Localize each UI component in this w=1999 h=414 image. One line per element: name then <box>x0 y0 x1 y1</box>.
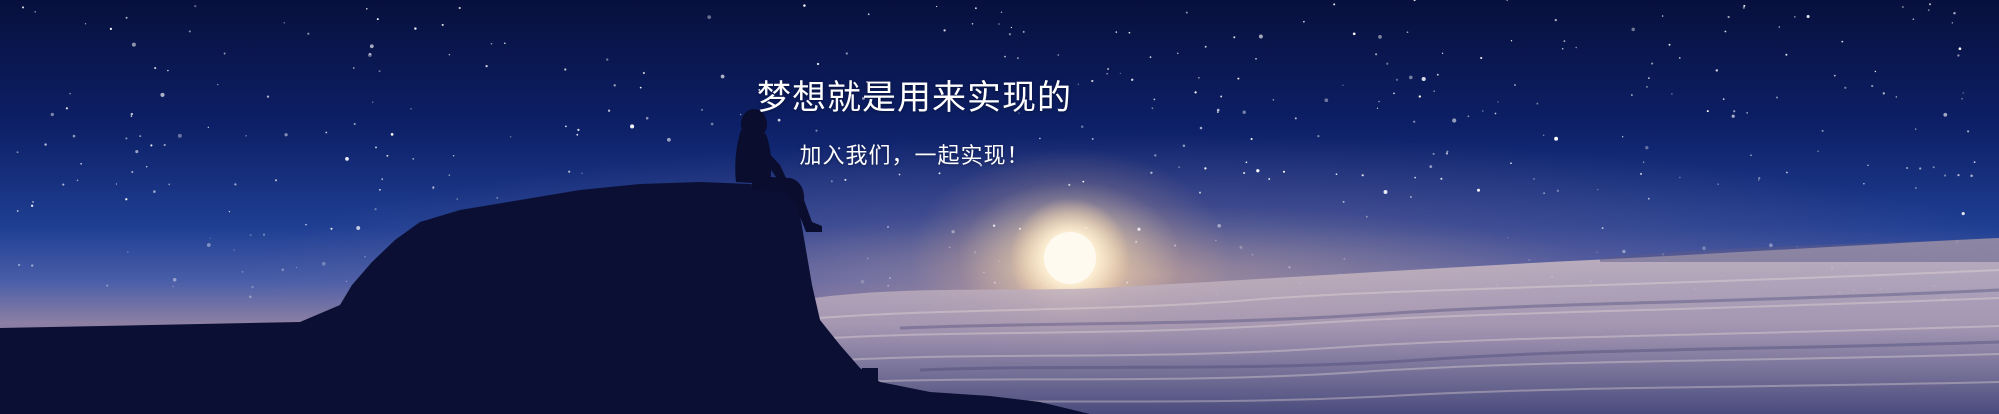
banner-subline: 加入我们，一起实现！ <box>799 144 1030 169</box>
person-silhouette <box>735 109 822 232</box>
banner-headline: 梦想就是用来实现的 <box>757 78 1072 118</box>
